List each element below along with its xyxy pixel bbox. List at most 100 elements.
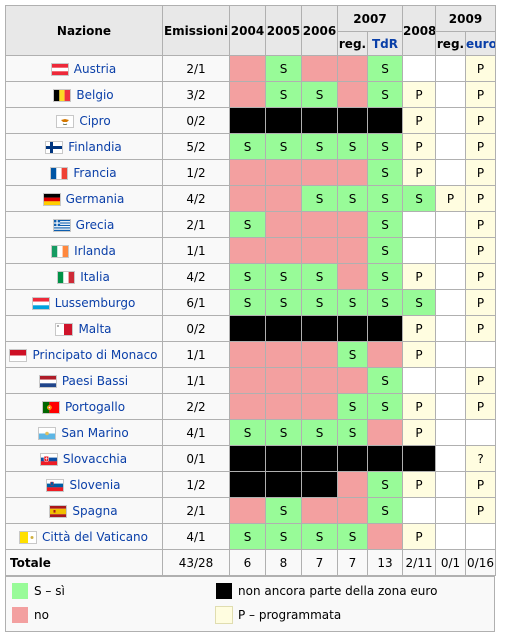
status-cell-2007-tdr: S xyxy=(367,81,403,108)
header-2009-reg: reg. xyxy=(435,31,466,56)
country-cell: Italia xyxy=(5,263,163,290)
country-cell: Germania xyxy=(5,185,163,212)
table-row: Lussemburgo 6/1 S S S S S S P xyxy=(5,289,496,316)
status-cell-2007-reg xyxy=(337,81,368,108)
status-cell-2009-euro: P xyxy=(465,133,496,160)
status-cell-2007-reg: S xyxy=(337,289,368,316)
status-cell-2007-reg: S xyxy=(337,133,368,160)
emissions-cell: 5/2 xyxy=(162,133,230,160)
status-cell-2007-tdr xyxy=(367,523,403,550)
country-link[interactable]: Paesi Bassi xyxy=(61,373,129,388)
country-link[interactable]: Finlandia xyxy=(68,139,122,154)
country-link[interactable]: Germania xyxy=(65,191,125,206)
france-flag-icon xyxy=(51,167,68,179)
status-cell-2005: S xyxy=(265,419,302,446)
luxembourg-flag-icon xyxy=(32,297,49,309)
country-link[interactable]: Città del Vaticano xyxy=(41,529,148,544)
status-cell-2006 xyxy=(301,445,338,472)
country-link[interactable]: Francia xyxy=(73,165,117,180)
status-cell-2007-tdr: S xyxy=(367,237,403,264)
status-cell-2007-reg: S xyxy=(337,393,368,420)
legend-yes: S – sì xyxy=(12,583,65,599)
status-cell-2004 xyxy=(229,445,266,472)
status-cell-2004: S xyxy=(229,419,266,446)
emissions-cell: 0/2 xyxy=(162,315,230,342)
malta-flag-icon xyxy=(56,323,73,335)
status-cell-2007-tdr: S xyxy=(367,263,403,290)
slovenia-flag-icon xyxy=(47,479,64,491)
status-cell-2009-euro: P xyxy=(465,55,496,82)
header-2007-tdr-link[interactable]: TdR xyxy=(367,31,403,56)
table-row: San Marino 4/1 S S S S P xyxy=(5,419,496,446)
country-link[interactable]: Irlanda xyxy=(74,243,116,258)
table-row: Principato di Monaco 1/1 S P xyxy=(5,341,496,368)
status-cell-2006 xyxy=(301,367,338,394)
status-cell-2009-reg xyxy=(435,445,466,472)
legend-no: no xyxy=(12,607,49,623)
emissions-cell: 6/1 xyxy=(162,289,230,316)
emissions-cell: 4/1 xyxy=(162,523,230,550)
status-cell-2005 xyxy=(265,393,302,420)
status-cell-2005 xyxy=(265,211,302,238)
status-cell-2009-euro: P xyxy=(465,237,496,264)
status-cell-2009-reg: P xyxy=(435,185,466,212)
country-link[interactable]: Slovacchia xyxy=(62,451,128,466)
header-2009-euro-link[interactable]: euro xyxy=(465,31,496,56)
country-link[interactable]: Spagna xyxy=(72,503,118,518)
cyprus-flag-icon xyxy=(57,115,74,127)
status-cell-2008: P xyxy=(402,133,436,160)
legend: S – sì no non ancora parte della zona eu… xyxy=(5,576,495,632)
status-cell-2004: S xyxy=(229,523,266,550)
total-value: 0/1 xyxy=(435,549,466,576)
total-row: Totale 43/28 6 8 7 7 13 2/11 0/1 0/16 xyxy=(5,549,496,576)
status-cell-2006: S xyxy=(301,81,338,108)
country-cell: Finlandia xyxy=(5,133,163,160)
status-cell-2009-euro xyxy=(465,419,496,446)
header-2008: 2008 xyxy=(402,5,436,56)
country-link[interactable]: Cipro xyxy=(79,113,111,128)
status-cell-2004 xyxy=(229,159,266,186)
country-cell: Grecia xyxy=(5,211,163,238)
status-cell-2005: S xyxy=(265,523,302,550)
country-link[interactable]: San Marino xyxy=(61,425,129,440)
country-cell: Belgio xyxy=(5,81,163,108)
country-link[interactable]: Principato di Monaco xyxy=(32,347,158,362)
status-cell-2008 xyxy=(402,211,436,238)
emissions-cell: 1/1 xyxy=(162,237,230,264)
country-cell: Città del Vaticano xyxy=(5,523,163,550)
header-emissioni: Emissioni xyxy=(162,5,230,56)
status-cell-2006 xyxy=(301,159,338,186)
country-link[interactable]: Austria xyxy=(73,61,117,76)
country-cell: Portogallo xyxy=(5,393,163,420)
country-link[interactable]: Grecia xyxy=(75,217,115,232)
status-cell-2007-tdr: S xyxy=(367,497,403,524)
status-cell-2009-reg xyxy=(435,211,466,238)
status-cell-2008 xyxy=(402,237,436,264)
status-cell-2007-reg xyxy=(337,497,368,524)
status-cell-2007-reg: S xyxy=(337,185,368,212)
country-link[interactable]: Portogallo xyxy=(64,399,126,414)
emissions-cell: 4/1 xyxy=(162,419,230,446)
country-link[interactable]: Slovenia xyxy=(69,477,121,492)
status-cell-2004 xyxy=(229,185,266,212)
status-cell-2005 xyxy=(265,237,302,264)
status-cell-2008 xyxy=(402,445,436,472)
status-cell-2004 xyxy=(229,81,266,108)
status-cell-2008 xyxy=(402,55,436,82)
status-cell-2007-tdr xyxy=(367,315,403,342)
country-cell: San Marino xyxy=(5,419,163,446)
country-link[interactable]: Italia xyxy=(80,269,110,284)
status-cell-2004 xyxy=(229,315,266,342)
country-link[interactable]: Belgio xyxy=(76,87,114,102)
country-link[interactable]: Lussemburgo xyxy=(54,295,136,310)
legend-no-swatch xyxy=(12,607,28,623)
country-cell: Austria xyxy=(5,55,163,82)
status-cell-2004 xyxy=(229,497,266,524)
country-link[interactable]: Malta xyxy=(78,321,112,336)
status-cell-2004: S xyxy=(229,133,266,160)
total-value: 6 xyxy=(229,549,266,576)
germany-flag-icon xyxy=(43,193,60,205)
status-cell-2009-euro: P xyxy=(465,81,496,108)
status-cell-2005: S xyxy=(265,497,302,524)
total-value: 7 xyxy=(301,549,338,576)
